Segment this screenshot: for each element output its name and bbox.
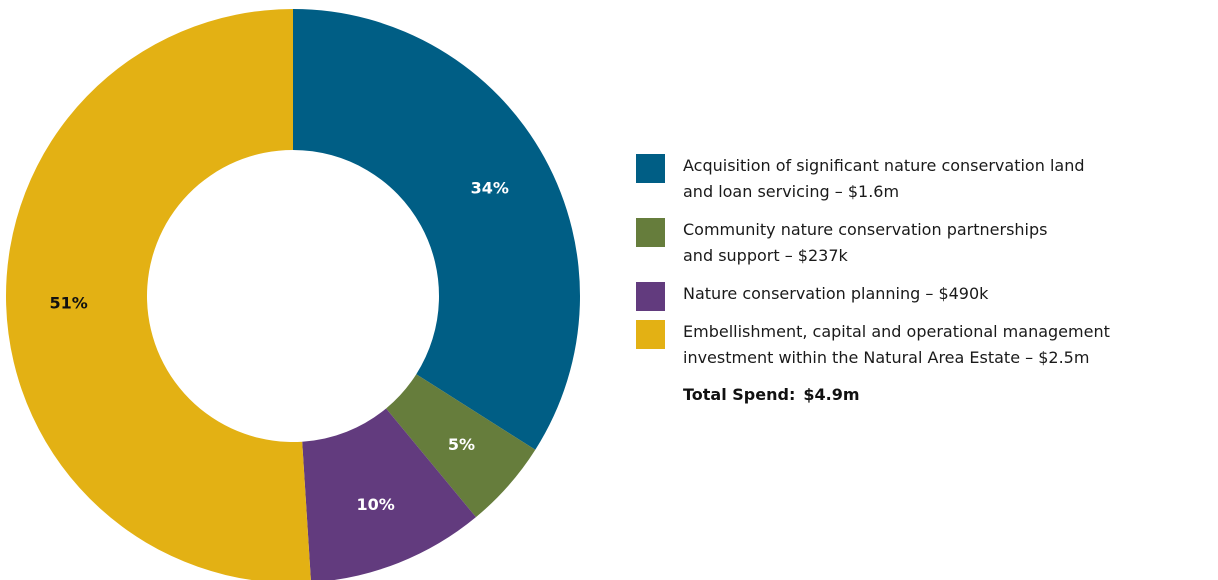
slice-community	[386, 374, 536, 518]
slice-label-planning: 10%	[356, 495, 394, 514]
legend-item-planning: Nature conservation planning – $490k	[636, 281, 1211, 311]
donut-chart: 34% 5% 10% 51%	[6, 9, 580, 580]
legend-item-embellishment: Embellishment, capital and operational m…	[636, 319, 1211, 371]
legend-item-community: Community nature conservation partnershi…	[636, 217, 1211, 269]
legend-item-acquisition: Acquisition of significant nature conser…	[636, 153, 1211, 205]
total-spend-label: Total Spend:	[683, 385, 796, 404]
legend-label-community: Community nature conservation partnershi…	[683, 220, 1048, 265]
slice-embellishment	[6, 9, 311, 580]
legend-swatch-embellishment	[636, 320, 665, 349]
legend-label-acquisition: Acquisition of significant nature conser…	[683, 156, 1085, 201]
legend-label-planning: Nature conservation planning – $490k	[683, 284, 989, 303]
legend-label-embellishment: Embellishment, capital and operational m…	[683, 322, 1110, 367]
donut-slices	[6, 9, 580, 580]
total-spend-value: $4.9m	[803, 385, 860, 404]
legend-swatch-community	[636, 218, 665, 247]
total-spend: Total Spend: $4.9m	[636, 385, 1211, 404]
legend-swatch-planning	[636, 282, 665, 311]
slice-label-community: 5%	[448, 435, 475, 454]
slice-acquisition	[293, 9, 580, 450]
slice-label-embellishment: 51%	[49, 294, 87, 313]
legend-swatch-acquisition	[636, 154, 665, 183]
slice-label-acquisition: 34%	[471, 178, 509, 197]
donut-slice-labels: 34% 5% 10% 51%	[49, 178, 508, 514]
chart-legend: Acquisition of significant nature conser…	[636, 153, 1211, 404]
slice-planning	[302, 408, 476, 580]
